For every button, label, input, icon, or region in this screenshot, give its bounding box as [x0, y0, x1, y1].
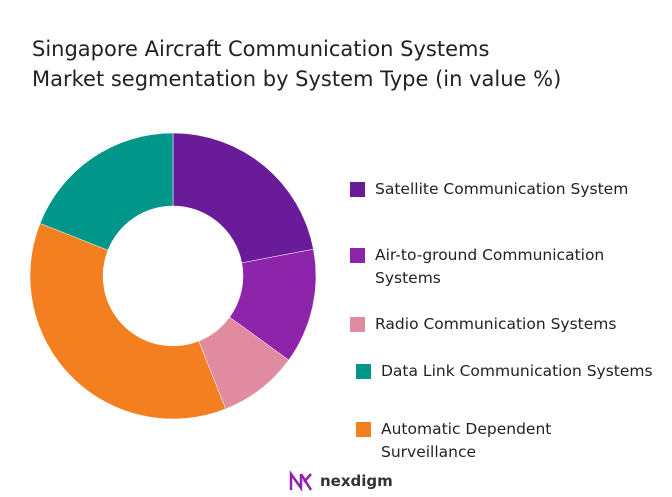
legend-label: Air-to-ground Communication Systems [375, 246, 605, 287]
legend-swatch [350, 248, 365, 263]
legend-swatch [350, 317, 365, 332]
legend-label: Automatic Dependent Surveillance [381, 420, 552, 461]
legend-item: Radio Communication Systems [350, 313, 650, 336]
donut-slice [172, 132, 314, 264]
logo-text: nexdigm [320, 472, 393, 490]
legend-label: Data Link Communication Systems [381, 362, 653, 380]
legend-item: Automatic Dependent Surveillance [356, 418, 576, 464]
donut-slice [39, 132, 174, 251]
chart-title: Singapore Aircraft Communication Systems… [32, 34, 561, 94]
legend-swatch [356, 422, 371, 437]
legend-item: Satellite Communication System [350, 178, 650, 201]
logo-icon [289, 470, 313, 492]
legend-swatch [350, 182, 365, 197]
title-line: Market segmentation by System Type (in v… [32, 67, 562, 91]
legend-item: Air-to-ground Communication Systems [350, 244, 630, 290]
title-line: Singapore Aircraft Communication Systems [32, 37, 490, 61]
legend-swatch [356, 364, 371, 379]
donut-chart [29, 132, 317, 420]
logo: nexdigm [288, 470, 393, 492]
legend-label: Satellite Communication System [375, 180, 629, 198]
legend-label: Radio Communication Systems [375, 315, 617, 333]
donut-slice [29, 223, 226, 420]
legend-item: Data Link Communication Systems [356, 360, 672, 383]
